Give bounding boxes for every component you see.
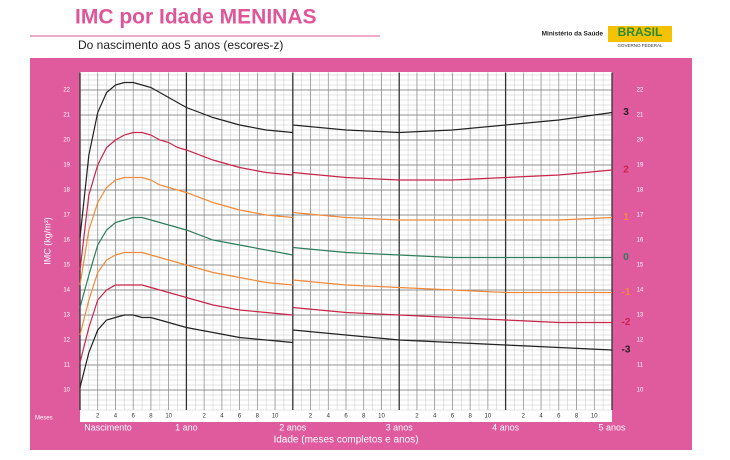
y-tick-label-right: 17	[637, 213, 644, 219]
y-tick-label-right: 15	[637, 263, 644, 269]
x-tick-label: 2 anos	[279, 422, 307, 432]
x-tick-label: 4 anos	[492, 422, 520, 432]
y-tick-label: 19	[63, 163, 70, 169]
x-minor-tick-label: 10	[591, 414, 598, 420]
x-minor-tick-label: 6	[451, 414, 455, 420]
y-tick-label: 15	[63, 263, 70, 269]
y-tick-label-right: 22	[637, 88, 644, 94]
y-tick-label: 16	[63, 238, 70, 244]
x-tick-label: 1 ano	[175, 422, 198, 432]
z-score-curve	[79, 176, 613, 286]
y-tick-label: 14	[63, 288, 70, 294]
curve-label: -2	[622, 317, 631, 328]
y-tick-label: 10	[63, 388, 70, 394]
x-minor-tick-label: 10	[485, 414, 492, 420]
y-tick-label: 13	[63, 313, 70, 319]
x-tick-label: Nascimento	[84, 422, 132, 432]
y-tick-label-right: 12	[637, 338, 644, 344]
y-tick-label-right: 14	[637, 288, 644, 294]
y-tick-label: 22	[63, 88, 70, 94]
y-tick-label-right: 18	[637, 188, 644, 194]
x-minor-tick-label: 8	[468, 414, 472, 420]
curve-label: 3	[623, 107, 629, 118]
curve-label: -3	[622, 345, 631, 356]
z-score-curve	[79, 251, 612, 336]
logo: Ministério da Saúde BRASIL GOVERNO FEDER…	[542, 25, 672, 48]
x-minor-tick-label: 2	[522, 414, 526, 420]
y-tick-label: 20	[63, 138, 70, 144]
curve-label: 2	[623, 165, 629, 176]
logo-ministry: Ministério da Saúde	[542, 31, 604, 38]
y-tick-label: 21	[63, 113, 70, 119]
x-minor-tick-label: 4	[220, 414, 224, 420]
x-minor-tick-label: 8	[256, 414, 260, 420]
x-minor-tick-label: 6	[557, 414, 561, 420]
x-minor-tick-label: 10	[378, 414, 385, 420]
x-tick-label: 5 anos	[598, 422, 626, 432]
y-tick-label-right: 21	[637, 113, 644, 119]
x-minor-tick-label: 4	[327, 414, 331, 420]
logo-government: GOVERNO FEDERAL	[617, 43, 663, 48]
x-minor-tick-label: 4	[433, 414, 437, 420]
chart-title: IMC por Idade MENINAS	[75, 6, 317, 29]
x-axis-label: Idade (meses completos e anos)	[273, 435, 418, 446]
z-score-curve	[79, 216, 612, 308]
x-minor-tick-label: 10	[272, 414, 279, 420]
y-tick-label: 18	[63, 188, 70, 194]
x-minor-tick-label: 6	[238, 414, 242, 420]
z-score-curve	[79, 131, 613, 271]
y-tick-label-right: 20	[637, 138, 644, 144]
y-tick-label: 11	[64, 363, 71, 369]
x-minor-tick-label: 6	[132, 414, 136, 420]
x-unit-label: Meses	[35, 416, 53, 422]
x-minor-tick-label: 8	[149, 414, 153, 420]
z-score-curve	[79, 284, 612, 363]
x-minor-tick-label: 6	[344, 414, 348, 420]
x-minor-tick-label: 8	[575, 414, 579, 420]
x-tick-label: 3 anos	[386, 422, 414, 432]
y-tick-label: 17	[63, 213, 70, 219]
z-score-curve	[79, 314, 613, 388]
plot	[79, 72, 613, 411]
x-minor-tick-label: 2	[96, 414, 100, 420]
x-minor-tick-label: 4	[539, 414, 543, 420]
y-tick-label: 12	[63, 338, 70, 344]
curve-label: 1	[623, 212, 629, 223]
logo-brand: BRASIL	[618, 25, 663, 39]
y-tick-label-right: 11	[637, 363, 644, 369]
curve-label: 0	[623, 252, 629, 263]
x-minor-tick-label: 2	[202, 414, 206, 420]
curve-label: -1	[622, 287, 631, 298]
y-tick-label-right: 13	[637, 313, 644, 319]
chart-subtitle: Do nascimento aos 5 anos (escores-z)	[78, 38, 283, 52]
x-minor-tick-label: 10	[165, 414, 172, 420]
y-tick-label-right: 19	[637, 163, 644, 169]
z-score-curve	[79, 81, 613, 238]
y-axis-label: IMC (kg/m²)	[42, 217, 52, 265]
x-minor-tick-label: 2	[309, 414, 313, 420]
logo-box	[608, 26, 672, 42]
y-tick-label-right: 10	[637, 388, 644, 394]
x-minor-tick-label: 8	[362, 414, 366, 420]
y-tick-label-right: 16	[637, 238, 644, 244]
x-minor-tick-label: 2	[415, 414, 419, 420]
x-minor-tick-label: 4	[114, 414, 118, 420]
